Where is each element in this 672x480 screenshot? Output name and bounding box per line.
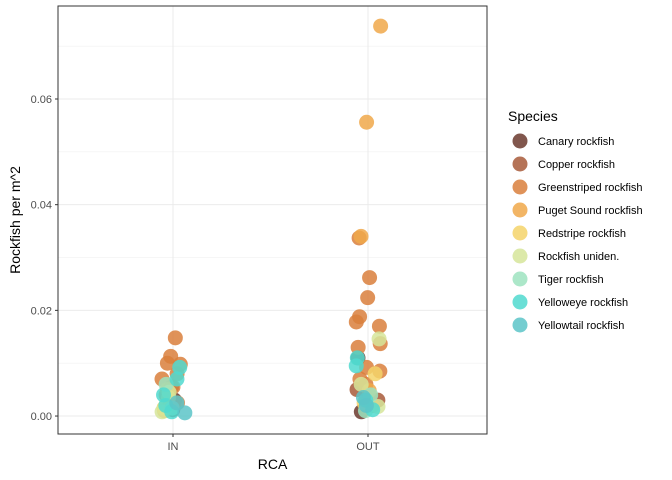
data-point <box>172 359 188 375</box>
legend-key <box>512 202 528 218</box>
y-tick-label: 0.02 <box>31 305 52 317</box>
data-point <box>169 395 185 411</box>
legend-key <box>512 179 528 195</box>
legend-label: Puget Sound rockfish <box>538 205 643 217</box>
x-axis-title: RCA <box>258 456 288 472</box>
data-point <box>373 18 389 34</box>
panel-border <box>57 5 488 435</box>
data-point <box>362 270 378 286</box>
legend-label: Redstripe rockfish <box>538 228 626 240</box>
data-point <box>353 228 369 244</box>
legend-key <box>512 271 528 287</box>
data-points <box>154 18 389 421</box>
legend-key <box>512 317 528 333</box>
legend-title: Species <box>508 108 558 124</box>
y-tick-label: 0.06 <box>31 94 52 106</box>
legend-label: Yelloweye rockfish <box>538 297 628 309</box>
legend-key <box>512 225 528 241</box>
data-point <box>371 331 387 347</box>
legend-label: Greenstriped rockfish <box>538 182 643 194</box>
data-point <box>358 397 374 413</box>
legend-label: Yellowtail rockfish <box>538 320 624 332</box>
legend-label: Copper rockfish <box>538 159 615 171</box>
data-point <box>353 376 369 392</box>
x-tick-label: IN <box>168 441 179 453</box>
legend: Species Canary rockfish Copper rockfish Gr… <box>508 108 643 333</box>
legend-label: Rockfish uniden. <box>538 251 619 263</box>
data-point <box>371 318 387 334</box>
y-tick-label: 0.00 <box>31 411 52 423</box>
data-point <box>177 405 193 421</box>
legend-key <box>512 133 528 149</box>
legend-key <box>512 156 528 172</box>
legend-key <box>512 248 528 264</box>
y-axis-title: Rockfish per m^2 <box>7 166 23 274</box>
y-tick-label: 0.04 <box>31 200 52 212</box>
data-point <box>169 371 185 387</box>
legend-label: Tiger rockfish <box>538 274 604 286</box>
x-axis: IN OUT <box>168 434 380 453</box>
data-point <box>367 366 383 382</box>
x-tick-label: OUT <box>356 441 380 453</box>
data-point <box>359 114 375 130</box>
y-axis: 0.00 0.02 0.04 0.06 <box>31 94 58 423</box>
data-point <box>167 330 183 346</box>
legend-label: Canary rockfish <box>538 136 614 148</box>
data-point <box>159 355 175 371</box>
data-point <box>348 358 364 374</box>
data-point <box>360 290 376 306</box>
panel-background <box>58 6 487 434</box>
legend-key <box>512 294 528 310</box>
data-point <box>348 314 364 330</box>
